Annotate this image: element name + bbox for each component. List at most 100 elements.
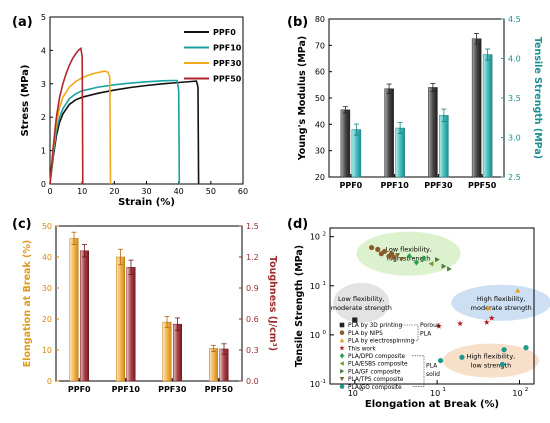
data-point-diamond [413,259,420,266]
bar-youngs-modulus [384,88,394,178]
x-tick-label: PPF30 [424,181,453,190]
x-tick-exponent: 0 [360,387,364,393]
y2-tick-label: 3.5 [508,94,521,103]
y-tick-exponent: 0 [323,330,327,336]
region-label: moderate strength [331,304,392,312]
y-tick-label: 10 [310,282,320,291]
x-tick-label: 10 [348,389,358,398]
legend-group-label: solid [426,371,440,378]
data-point-star [488,314,495,321]
data-point-star [483,319,490,325]
y-tick-label: 10 [310,331,320,340]
bar-youngs-modulus [428,87,438,178]
legend-label: PLA/ESBS composite [348,362,408,368]
bar-youngs-modulus [471,38,482,178]
y-tick-label: 1 [41,147,46,156]
data-point-circle [437,357,444,364]
y-tick-label: 20 [42,315,52,324]
y-tick-label: 40 [315,120,325,129]
data-point-diamond [420,255,426,262]
region-label: High flexibility, [467,353,516,361]
y2-tick-label: 0.3 [246,346,259,355]
y-tick-label: 50 [315,94,325,103]
y-tick-label: 0 [41,180,46,189]
x-axis-label: Elongation at Break (%) [365,399,499,410]
series-line-PPF10 [49,79,181,185]
region-label: Low flexibility, [385,246,432,254]
bar-tensile-strength [439,115,449,178]
y-tick-label: 2 [41,113,46,122]
data-point-tri-right [435,257,440,263]
y2-tick-label: 1.5 [246,222,259,231]
region-ellipse [442,343,539,378]
x-tick-label: 60 [238,187,248,196]
legend-label: PLA/DPD composite [348,354,406,360]
x-tick-label: 0 [47,187,52,196]
legend-marker [339,345,345,351]
region-label: moderate strength [471,304,532,312]
y-tick-label: 20 [315,173,325,182]
data-point-star [435,323,442,329]
data-point-diamond [406,253,412,260]
data-point-tri-down [398,256,405,262]
y-axis-label: Young's Modulus (MPa) [297,36,308,162]
x-tick-label: PPF0 [339,181,362,190]
legend-marker [339,330,345,336]
data-point-triangle [515,287,521,293]
data-point-tri-right [441,263,447,269]
bar-elongation [116,256,125,382]
y-tick-label: 70 [315,41,325,50]
y-tick-exponent: -1 [321,379,326,385]
x-tick-label: PPF10 [380,181,409,190]
data-point-circle [459,354,465,360]
legend-marker [339,322,345,328]
y2-tick-label: 2.5 [508,173,521,182]
bar-tensile-strength [395,127,405,178]
x-tick-label: 40 [174,187,184,196]
region-ellipse [356,231,461,276]
bar-toughness [80,250,89,382]
x-tick-label: PPF50 [205,385,234,394]
bar-tensile-strength [351,129,362,178]
legend-label: PLA by 3D printing [348,323,403,329]
panel-label: (b) [287,15,308,30]
x-tick-exponent: 2 [525,387,529,393]
y-tick-exponent: 1 [323,281,327,287]
legend-group-label: Porous [420,322,440,329]
y-tick-label: 4 [41,46,46,55]
legend-label: PPF0 [213,28,236,37]
y2-tick-label: 0.6 [246,315,259,324]
legend-label: PLA/TPS composite [348,377,404,383]
legend-group-label: PLA [426,362,438,369]
y-tick-label: 10 [42,346,52,355]
series-line-PPF0 [49,80,200,185]
y2-tick-label: 1.2 [246,253,259,262]
legend-marker [339,361,344,366]
y2-axis-label: Tensile Strength (MPa) [532,37,543,159]
region-label: low strength [471,362,512,370]
plot-frame [49,16,244,185]
bar-toughness [126,267,136,382]
x-tick-label: 50 [206,187,216,196]
legend-bracket [399,324,419,341]
bar-elongation [209,348,218,382]
panel-b: 20 30 40 50 60 70 80 2.5 3.0 3.5 4.0 4.5 PPF0 PPF10 PP… [297,15,543,190]
panel-label: (d) [287,217,308,232]
data-point-circle [391,254,397,260]
bar-elongation [162,321,172,382]
bar-elongation [69,238,79,382]
y-tick-label: 60 [315,68,325,77]
y2-tick-label: 4.5 [508,15,521,24]
y-axis-label: Elongation at Break (%) [22,240,33,368]
y2-tick-label: 3.0 [508,134,521,143]
x-axis-label: Strain (%) [118,197,175,208]
x-tick-label: 10 [430,389,440,398]
legend-marker [339,384,345,389]
y-tick-label: 0 [47,377,52,386]
y-tick-label: 80 [315,15,325,24]
data-point-circle [375,246,381,253]
x-tick-label: 20 [109,187,119,196]
y-tick-label: 30 [315,147,325,156]
